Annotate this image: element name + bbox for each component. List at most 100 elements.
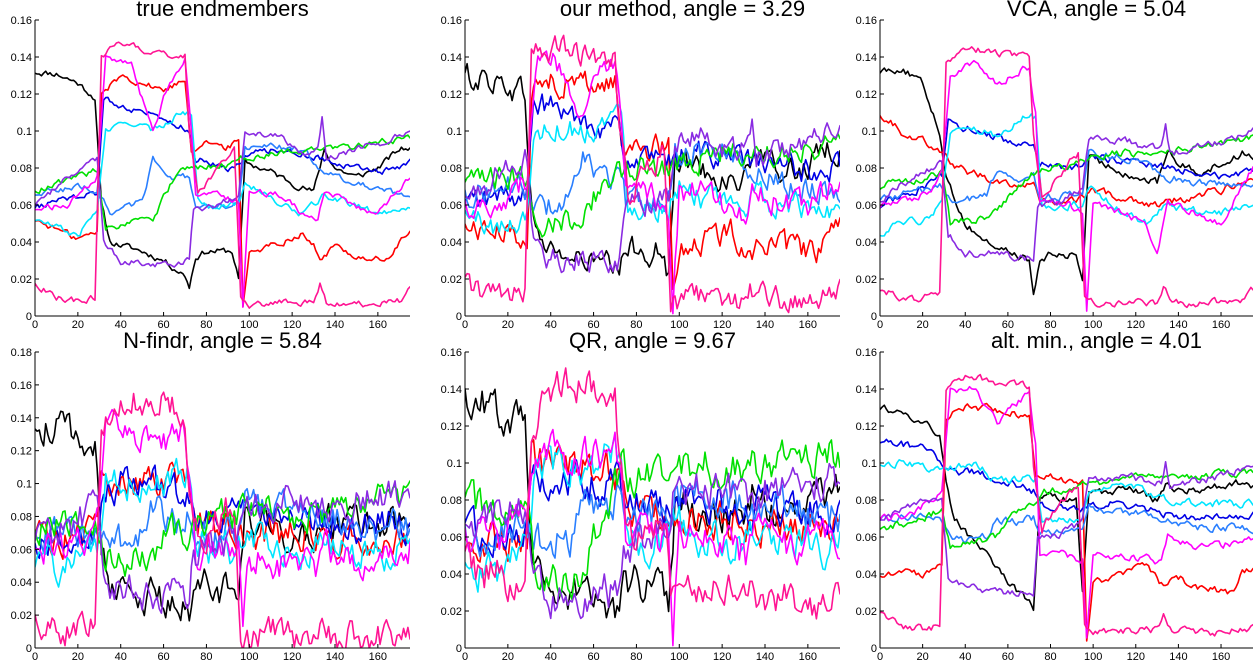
panel-title: true endmembers <box>136 0 308 21</box>
y-tick-label: 0.04 <box>441 569 462 581</box>
x-tick-label: 60 <box>157 319 169 331</box>
x-tick-label: 160 <box>369 651 387 663</box>
y-tick-label: 0.04 <box>856 569 877 581</box>
y-tick-label: 0.16 <box>441 15 462 27</box>
x-tick-label: 160 <box>1212 319 1230 331</box>
x-tick-label: 120 <box>713 651 731 663</box>
y-tick-label: 0.12 <box>441 89 462 101</box>
series-group <box>35 41 410 309</box>
x-tick-label: 120 <box>283 651 301 663</box>
x-tick-label: 20 <box>917 319 929 331</box>
x-tick-label: 20 <box>72 651 84 663</box>
x-tick-label: 80 <box>200 319 212 331</box>
y-tick-label: 0.06 <box>11 200 32 212</box>
chart-panel-1: 0 20 40 60 80 100 120 140 160 0 0.02 0.04 0.06 0.08 0.… <box>11 0 410 331</box>
y-tick-label: 0.08 <box>11 511 32 523</box>
series-line-violet <box>880 123 1253 262</box>
series-line-magenta <box>880 385 1253 639</box>
y-tick-label: 0.16 <box>11 380 32 392</box>
y-tick-label: 0.16 <box>856 15 877 27</box>
series-line-green <box>35 134 410 231</box>
series-group <box>465 34 840 315</box>
series-line-pink <box>880 373 1253 637</box>
y-tick-label: 0 <box>26 643 32 655</box>
panel-title: QR, angle = 9.67 <box>569 328 736 353</box>
series-group <box>35 391 410 648</box>
series-line-blue <box>880 438 1253 521</box>
y-tick-label: 0.06 <box>441 200 462 212</box>
x-tick-label: 0 <box>877 651 883 663</box>
panel-title: N-findr, angle = 5.84 <box>123 328 322 353</box>
x-tick-label: 160 <box>1212 651 1230 663</box>
y-tick-label: 0.02 <box>856 606 877 618</box>
y-tick-label: 0.02 <box>11 610 32 622</box>
series-line-pink <box>465 34 840 314</box>
y-tick-label: 0.08 <box>11 163 32 175</box>
y-tick-label: 0 <box>26 311 32 323</box>
y-tick-label: 0.02 <box>441 606 462 618</box>
series-group <box>465 367 840 647</box>
x-tick-label: 60 <box>1002 319 1014 331</box>
x-tick-label: 140 <box>756 651 774 663</box>
y-tick-label: 0.14 <box>856 384 877 396</box>
x-tick-label: 100 <box>670 319 688 331</box>
y-tick-label: 0.16 <box>11 15 32 27</box>
x-tick-label: 120 <box>283 319 301 331</box>
x-tick-label: 160 <box>799 651 817 663</box>
x-tick-label: 80 <box>1044 651 1056 663</box>
y-tick-label: 0.06 <box>856 532 877 544</box>
y-tick-label: 0.1 <box>862 458 877 470</box>
y-tick-label: 0.14 <box>11 52 32 64</box>
series-line-pink <box>35 41 410 309</box>
series-line-pink <box>465 367 840 620</box>
x-tick-label: 100 <box>1084 651 1102 663</box>
series-group <box>880 46 1253 312</box>
y-tick-label: 0.08 <box>441 163 462 175</box>
series-line-azure <box>880 503 1253 544</box>
x-tick-label: 0 <box>877 319 883 331</box>
x-tick-label: 60 <box>587 651 599 663</box>
x-tick-label: 40 <box>959 651 971 663</box>
x-tick-label: 80 <box>1044 319 1056 331</box>
chart-panel-2: 0 20 40 60 80 100 120 140 160 0 0.02 0.04 0.06 0.08 0.… <box>441 0 840 331</box>
y-tick-label: 0.04 <box>856 237 877 249</box>
y-tick-label: 0.06 <box>11 544 32 556</box>
y-tick-label: 0.02 <box>856 274 877 286</box>
series-line-red <box>465 70 840 290</box>
chart-panel-4: 0 20 40 60 80 100 120 140 160 0 0.02 0.04 0.06 0.08 0.… <box>11 328 410 663</box>
x-tick-label: 40 <box>545 319 557 331</box>
series-line-violet <box>35 116 410 268</box>
x-tick-label: 100 <box>240 651 258 663</box>
x-tick-label: 100 <box>1084 319 1102 331</box>
series-line-red <box>465 439 840 563</box>
series-line-black <box>880 404 1253 612</box>
series-line-pink <box>880 46 1253 309</box>
x-tick-label: 100 <box>670 651 688 663</box>
y-tick-label: 0.04 <box>11 577 32 589</box>
y-tick-label: 0.06 <box>441 532 462 544</box>
y-tick-label: 0.14 <box>441 384 462 396</box>
x-tick-label: 40 <box>959 319 971 331</box>
series-line-black <box>35 70 410 290</box>
x-tick-label: 160 <box>369 319 387 331</box>
y-tick-label: 0.02 <box>441 274 462 286</box>
x-tick-label: 60 <box>1002 651 1014 663</box>
series-line-cyan <box>880 459 1253 524</box>
chart-panel-3: 0 20 40 60 80 100 120 140 160 0 0.02 0.04 0.06 0.08 0.… <box>856 0 1253 331</box>
y-tick-label: 0.12 <box>856 421 877 433</box>
y-tick-label: 0.14 <box>441 52 462 64</box>
y-tick-label: 0 <box>871 311 877 323</box>
panel-title: alt. min., angle = 4.01 <box>991 328 1202 353</box>
x-tick-label: 60 <box>157 651 169 663</box>
y-tick-label: 0.02 <box>11 274 32 286</box>
x-tick-label: 120 <box>1127 651 1145 663</box>
x-tick-label: 60 <box>587 319 599 331</box>
y-tick-label: 0.14 <box>856 52 877 64</box>
x-tick-label: 80 <box>630 651 642 663</box>
series-line-red <box>35 74 410 308</box>
panel-title: our method, angle = 3.29 <box>560 0 805 21</box>
y-tick-label: 0.08 <box>856 163 877 175</box>
x-tick-label: 160 <box>799 319 817 331</box>
y-tick-label: 0.08 <box>441 495 462 507</box>
